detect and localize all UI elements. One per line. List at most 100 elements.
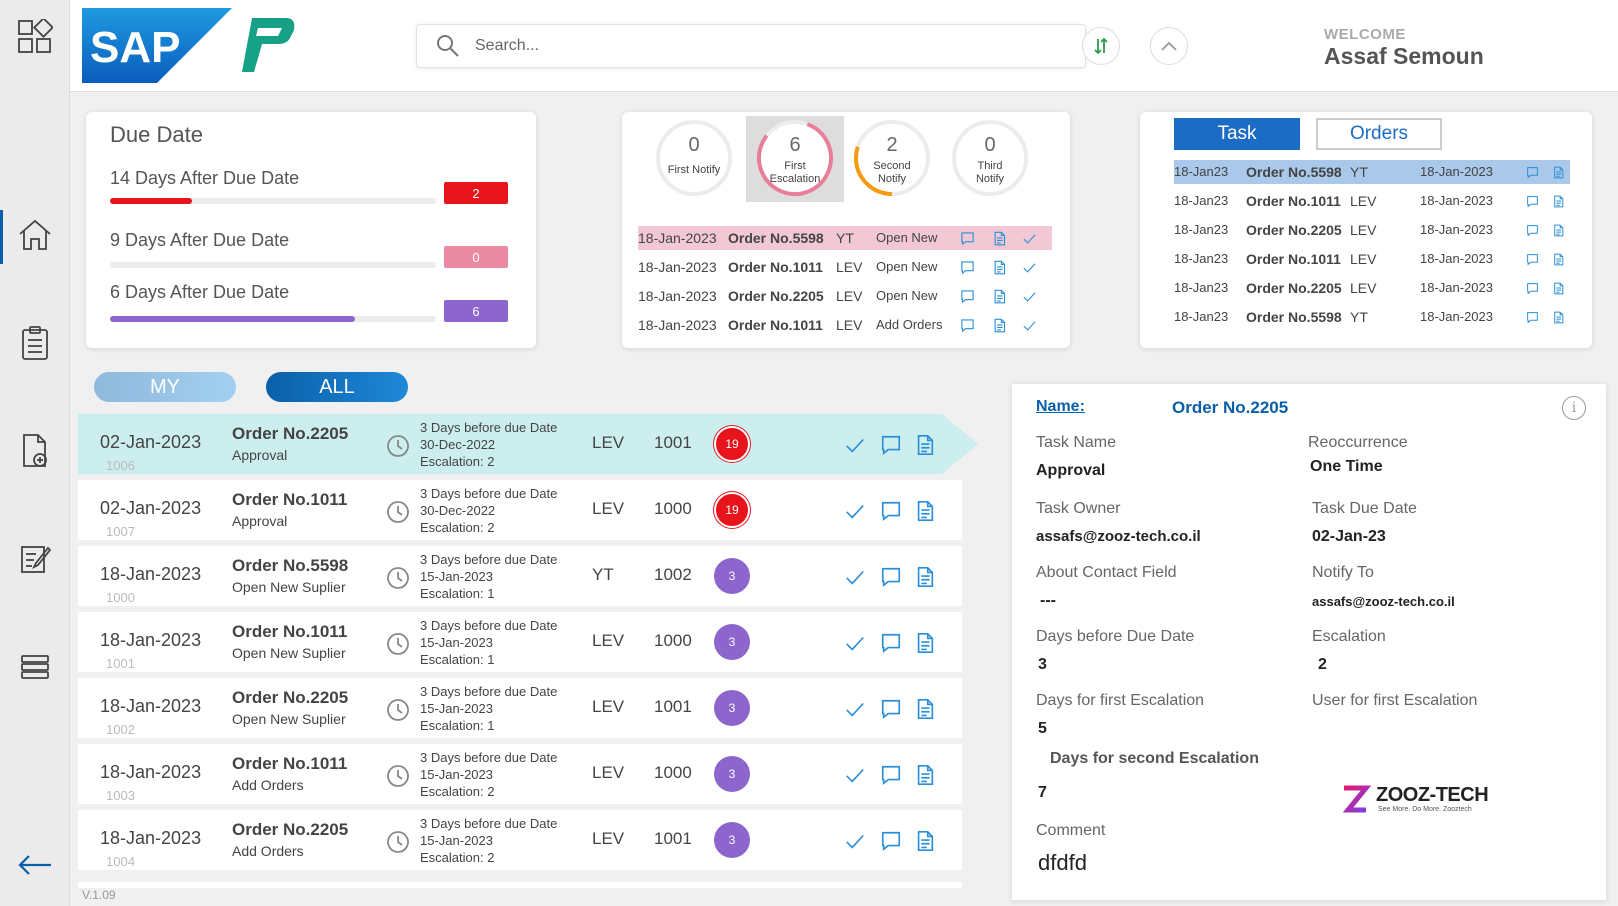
task-row[interactable]: 18-Jan23 Order No.1011 LEV 18-Jan-2023: [1174, 247, 1570, 271]
apps-grid-icon[interactable]: [14, 16, 56, 58]
notify-ring[interactable]: 6 First Escalation: [755, 118, 835, 198]
document-icon[interactable]: [1552, 253, 1565, 266]
order-row[interactable]: 18-Jan-2023 1003 Order No.1011 Add Orders 3 …: [78, 744, 962, 804]
notify-ring[interactable]: 0 First Notify: [654, 118, 734, 198]
comment-icon[interactable]: [1526, 282, 1539, 295]
comment-icon[interactable]: [960, 231, 975, 246]
approve-check-icon[interactable]: [844, 434, 866, 456]
due-count-badge[interactable]: 6: [444, 300, 508, 322]
collapse-button[interactable]: [1150, 27, 1188, 65]
escalation-count-badge[interactable]: 3: [714, 624, 750, 660]
approve-check-icon[interactable]: [844, 830, 866, 852]
document-icon[interactable]: [914, 830, 936, 852]
document-add-icon[interactable]: [14, 430, 56, 472]
escalation-count-badge[interactable]: 3: [714, 558, 750, 594]
document-icon[interactable]: [914, 632, 936, 654]
check-icon[interactable]: [1022, 260, 1037, 275]
approve-check-icon[interactable]: [844, 566, 866, 588]
document-icon[interactable]: [914, 566, 936, 588]
notify-ring[interactable]: 0 Third Notify: [950, 118, 1030, 198]
info-icon[interactable]: i: [1562, 396, 1586, 420]
back-arrow-icon[interactable]: [14, 844, 56, 886]
document-icon[interactable]: [1552, 282, 1565, 295]
document-icon[interactable]: [914, 698, 936, 720]
document-icon[interactable]: [992, 231, 1007, 246]
check-icon[interactable]: [1022, 231, 1037, 246]
comment-icon[interactable]: [1526, 224, 1539, 237]
tab-task[interactable]: Task: [1174, 118, 1300, 150]
comment-icon[interactable]: [880, 698, 902, 720]
notify-row[interactable]: 18-Jan-2023 Order No.5598 YT Open New: [638, 226, 1052, 250]
comment-icon[interactable]: [1526, 166, 1539, 179]
task-row[interactable]: 18-Jan23 Order No.5598 YT 18-Jan-2023: [1174, 305, 1570, 329]
approve-check-icon[interactable]: [844, 764, 866, 786]
approve-check-icon[interactable]: [844, 500, 866, 522]
search-icon: [437, 35, 459, 57]
comment-icon[interactable]: [1526, 253, 1539, 266]
home-icon[interactable]: [14, 214, 56, 256]
notify-row[interactable]: 18-Jan-2023 Order No.1011 LEV Add Orders: [638, 313, 1052, 337]
escalation-count-badge[interactable]: 3: [714, 756, 750, 792]
task-row[interactable]: 18-Jan23 Order No.2205 LEV 18-Jan-2023: [1174, 276, 1570, 300]
task-row[interactable]: 18-Jan23 Order No.5598 YT 18-Jan-2023: [1174, 160, 1570, 184]
comment-icon[interactable]: [880, 830, 902, 852]
clipboard-list-icon[interactable]: [14, 322, 56, 364]
search-bar[interactable]: [416, 24, 1086, 68]
notify-ring-count: 2: [886, 134, 898, 156]
comment-icon[interactable]: [1526, 195, 1539, 208]
comment-icon[interactable]: [880, 434, 902, 456]
document-icon[interactable]: [914, 434, 936, 456]
task-row[interactable]: 18-Jan23 Order No.1011 LEV 18-Jan-2023: [1174, 189, 1570, 213]
comment-icon[interactable]: [960, 289, 975, 304]
document-icon[interactable]: [992, 318, 1007, 333]
escalation-count-badge[interactable]: 19: [714, 492, 750, 528]
notify-row[interactable]: 18-Jan-2023 Order No.1011 LEV Open New: [638, 255, 1052, 279]
notify-ring[interactable]: 2 Second Notify: [852, 118, 932, 198]
comment-icon[interactable]: [880, 764, 902, 786]
order-row[interactable]: 18-Jan-2023 1001 Order No.1011 Open New Sup…: [78, 612, 962, 672]
sort-button[interactable]: [1082, 27, 1120, 65]
document-icon[interactable]: [1552, 311, 1565, 324]
comment-icon[interactable]: [880, 566, 902, 588]
order-date: 18-Jan-2023: [100, 828, 202, 848]
document-icon[interactable]: [992, 289, 1007, 304]
tab-orders[interactable]: Orders: [1316, 118, 1442, 150]
order-row[interactable]: 18-Jan-2023 1002 Order No.2205 Open New Sup…: [78, 678, 962, 738]
filter-my-button[interactable]: MY: [94, 372, 236, 402]
order-row[interactable]: 18-Jan-2023 1000 Order No.5598 Open New Sup…: [78, 546, 962, 606]
approve-check-icon[interactable]: [844, 632, 866, 654]
order-row[interactable]: 02-Jan-2023 1007 Order No.1011 Approval 3 Da…: [78, 480, 962, 540]
escalation-count-badge[interactable]: 3: [714, 690, 750, 726]
order-row[interactable]: 02-Jan-2023 1006 Order No.2205 Approval 3 Da…: [78, 414, 978, 474]
notify-row[interactable]: 18-Jan-2023 Order No.2205 LEV Open New: [638, 284, 1052, 308]
layers-icon[interactable]: [14, 646, 56, 688]
document-icon[interactable]: [914, 500, 936, 522]
task-row[interactable]: 18-Jan23 Order No.2205 LEV 18-Jan-2023: [1174, 218, 1570, 242]
document-icon[interactable]: [1552, 166, 1565, 179]
comment-icon[interactable]: [1526, 311, 1539, 324]
comment-icon[interactable]: [960, 318, 975, 333]
order-id: 1003: [106, 788, 135, 803]
notify-row-status: Open New: [876, 230, 938, 245]
comment-icon[interactable]: [880, 500, 902, 522]
document-icon[interactable]: [1552, 224, 1565, 237]
approve-check-icon[interactable]: [844, 698, 866, 720]
edit-note-icon[interactable]: [14, 538, 56, 580]
document-icon[interactable]: [1552, 195, 1565, 208]
document-icon[interactable]: [992, 260, 1007, 275]
document-icon[interactable]: [914, 764, 936, 786]
search-input[interactable]: [475, 37, 1035, 55]
check-icon[interactable]: [1022, 289, 1037, 304]
comment-icon[interactable]: [960, 260, 975, 275]
order-id: 1004: [106, 854, 135, 869]
detail-escalation-label: Escalation: [1312, 628, 1386, 645]
escalation-count-badge[interactable]: 19: [714, 426, 750, 462]
comment-icon[interactable]: [880, 632, 902, 654]
due-count-badge[interactable]: 2: [444, 182, 508, 204]
due-count-badge[interactable]: 0: [444, 246, 508, 268]
escalation-count-badge[interactable]: 3: [714, 822, 750, 858]
order-row[interactable]: 18-Jan-2023 1004 Order No.2205 Add Orders 3 …: [78, 810, 962, 870]
filter-all-button[interactable]: ALL: [266, 372, 408, 402]
check-icon[interactable]: [1022, 318, 1037, 333]
detail-days-before: 3: [1038, 656, 1047, 673]
